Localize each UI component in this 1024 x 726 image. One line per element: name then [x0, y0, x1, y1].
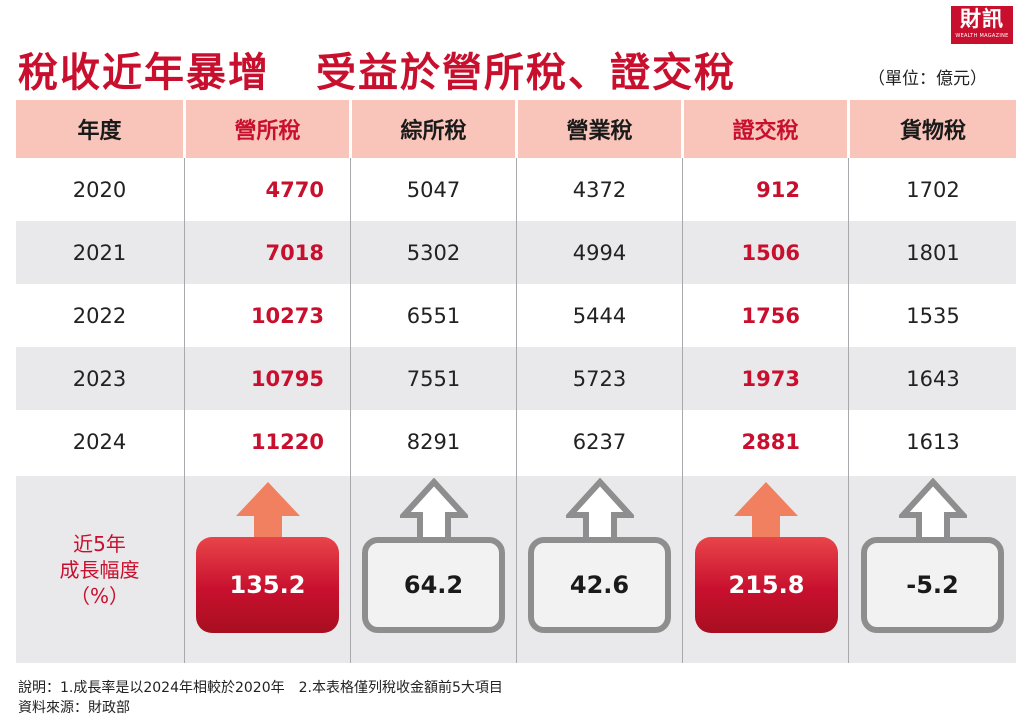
commodity-tax-cell: 1535 [906, 303, 960, 328]
growth-row-label: 近5年 成長幅度 （%） [16, 476, 183, 663]
commodity-tax-cell: 1702 [906, 177, 960, 202]
column-header-business-tax: 營業稅 [518, 100, 681, 158]
magazine-logo: 財訊 WEALTH MAGAZINE [951, 6, 1013, 44]
year-cell: 2023 [72, 366, 127, 391]
income-tax-cell: 7551 [406, 366, 461, 391]
logo-text: 財訊 [960, 6, 1004, 31]
income-tax-cell: 8291 [406, 429, 461, 454]
growth-label-line3: （%） [69, 583, 129, 608]
securities-tax-cell: 2881 [741, 429, 800, 454]
tax-table: 年度 營所稅 綜所稅 營業稅 證交稅 貨物稅 2020 4770 5047 43… [16, 100, 1016, 663]
corporate-tax-cell: 4770 [265, 177, 324, 202]
year-cell: 2020 [72, 177, 127, 202]
footnotes: 說明：1.成長率是以2024年相較於2020年 2.本表格僅列稅收金額前5大項目… [18, 678, 503, 718]
corporate-tax-cell: 7018 [265, 240, 324, 265]
column-header-securities-tax: 證交稅 [684, 100, 847, 158]
unit-label: （單位：億元） [868, 69, 987, 89]
commodity-tax-cell: 1613 [906, 429, 960, 454]
growth-value-commodity-tax: -5.2 [861, 537, 1004, 633]
corporate-tax-cell: 10795 [250, 366, 324, 391]
growth-value-securities-tax: 215.8 [695, 537, 838, 633]
securities-tax-cell: 1756 [741, 303, 800, 328]
corporate-tax-cell: 10273 [250, 303, 324, 328]
year-cell: 2024 [72, 429, 127, 454]
corporate-tax-cell: 11220 [250, 429, 324, 454]
title-part2: 受益於營所稅、證交稅 [316, 49, 736, 96]
logo-subtext: WEALTH MAGAZINE [955, 33, 1009, 39]
year-cell: 2021 [72, 240, 127, 265]
business-tax-cell: 6237 [572, 429, 627, 454]
income-tax-cell: 6551 [406, 303, 461, 328]
year-cell: 2022 [72, 303, 127, 328]
growth-value-business-tax: 42.6 [528, 537, 671, 633]
footnote-explanation: 說明：1.成長率是以2024年相較於2020年 2.本表格僅列稅收金額前5大項目 [18, 680, 503, 696]
income-tax-cell: 5302 [406, 240, 461, 265]
footnote-source: 資料來源：財政部 [18, 700, 130, 716]
growth-label-line1: 近5年 [73, 531, 126, 556]
title-part1: 稅收近年暴增 [18, 49, 270, 96]
growth-value-income-tax: 64.2 [362, 537, 505, 633]
securities-tax-cell: 1506 [741, 240, 800, 265]
business-tax-cell: 4994 [572, 240, 627, 265]
business-tax-cell: 5444 [572, 303, 627, 328]
column-header-income-tax: 綜所稅 [352, 100, 515, 158]
securities-tax-cell: 912 [756, 177, 800, 202]
column-header-year: 年度 [16, 100, 183, 158]
up-arrow-icon [734, 482, 798, 546]
income-tax-cell: 5047 [406, 177, 461, 202]
securities-tax-cell: 1973 [741, 366, 800, 391]
column-divider [848, 158, 849, 663]
column-divider [184, 158, 185, 663]
column-divider [350, 158, 351, 663]
business-tax-cell: 4372 [572, 177, 627, 202]
commodity-tax-cell: 1643 [906, 366, 960, 391]
growth-label-line2: 成長幅度 [59, 557, 140, 582]
growth-value-corporate-tax: 135.2 [196, 537, 339, 633]
column-header-corporate-tax: 營所稅 [186, 100, 349, 158]
column-divider [516, 158, 517, 663]
commodity-tax-cell: 1801 [906, 240, 960, 265]
up-arrow-icon [236, 482, 300, 546]
business-tax-cell: 5723 [572, 366, 627, 391]
column-divider [682, 158, 683, 663]
column-header-commodity-tax: 貨物稅 [850, 100, 1016, 158]
page-title: 稅收近年暴增 受益於營所稅、證交稅 [18, 40, 736, 98]
